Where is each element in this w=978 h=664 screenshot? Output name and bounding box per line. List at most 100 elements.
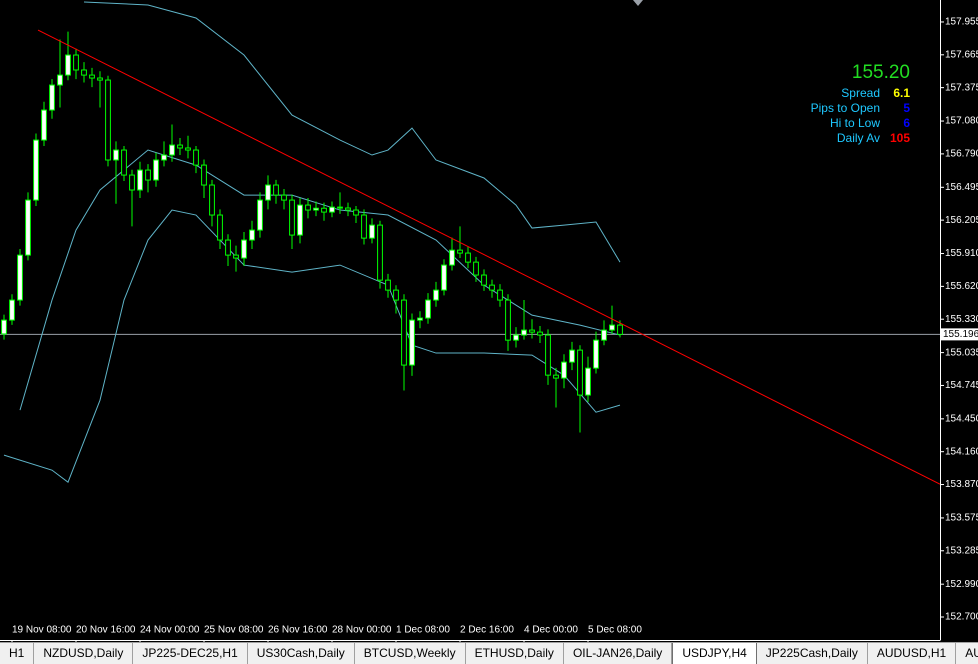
candle-body [113, 149, 119, 161]
y-tick-label: 156.495 [945, 182, 978, 193]
candle-body [385, 279, 391, 291]
candle-body [25, 199, 31, 256]
candle-body [217, 214, 223, 241]
chart-tab[interactable]: JP225-DEC25,H1 [133, 643, 248, 664]
candle-body [249, 229, 255, 241]
candle-body [273, 184, 279, 196]
y-tick-label: 157.955 [945, 17, 978, 28]
y-tick-label: 156.790 [945, 149, 978, 160]
candle-body [617, 324, 623, 335]
candle-body [337, 206, 343, 209]
candle-body [425, 299, 431, 319]
candle-body [497, 289, 503, 301]
info-value: 6.1 [893, 86, 910, 100]
candle-body [1, 319, 7, 335]
chart-tab[interactable]: OIL-JAN26,Daily [564, 643, 673, 664]
plot-area [0, 1, 940, 485]
y-tick-label: 157.665 [945, 49, 978, 60]
candle-body [593, 339, 599, 369]
x-tick-label: 1 Dec 08:00 [396, 625, 450, 636]
candle-body [9, 299, 15, 321]
chart-tab[interactable]: AUDUSD,H1 [868, 643, 957, 664]
candle-body [577, 349, 583, 396]
candle-body [609, 324, 615, 331]
candle-body [361, 214, 367, 239]
candle-body [129, 174, 135, 191]
info-row: Daily Av 105 [780, 131, 910, 146]
candle-body [193, 149, 199, 166]
candle-body [377, 224, 383, 281]
x-tick-label: 26 Nov 16:00 [268, 625, 328, 636]
chart-tab[interactable]: AUDJ [956, 643, 978, 664]
candle-body [409, 319, 415, 366]
candle-body [329, 206, 335, 213]
info-label: Daily Av [836, 131, 880, 145]
y-tick-label: 156.205 [945, 215, 978, 226]
y-tick-label: 155.330 [945, 314, 978, 325]
bollinger-band [3, 209, 621, 483]
y-tick-label: 153.285 [945, 545, 978, 556]
candle-body [49, 84, 55, 111]
candle-body [73, 54, 79, 71]
candle-body [137, 169, 143, 191]
candle-body [545, 334, 551, 376]
candle-body [153, 159, 159, 181]
info-value: 5 [903, 101, 910, 115]
candle-body [449, 249, 455, 266]
chart-tab[interactable]: US30Cash,Daily [248, 643, 355, 664]
trend-line [37, 29, 940, 485]
candle-body [569, 349, 575, 363]
candle-body [121, 149, 127, 176]
candle-body [441, 264, 447, 291]
info-row: Spread 6.1 [780, 86, 910, 101]
x-tick-label: 2 Dec 16:00 [460, 625, 514, 636]
candle-body [241, 239, 247, 259]
candle-body [145, 169, 151, 181]
candle-body [297, 204, 303, 236]
candle-body [81, 69, 87, 76]
x-tick-label: 28 Nov 00:00 [332, 625, 392, 636]
candle-body [225, 239, 231, 256]
y-tick-label: 154.450 [945, 413, 978, 424]
chart-tab[interactable]: ETHUSD,Daily [466, 643, 564, 664]
background [0, 0, 978, 642]
chart-tab[interactable]: JP225Cash,Daily [757, 643, 868, 664]
candle-body [585, 367, 591, 396]
candle-body [457, 249, 463, 254]
x-tick-label: 20 Nov 16:00 [76, 625, 136, 636]
y-tick-label: 152.700 [945, 612, 978, 623]
y-tick-label: 157.375 [945, 82, 978, 93]
chart-tab[interactable]: USDJPY,H4 [672, 643, 757, 664]
candle-body [345, 207, 351, 211]
candle-body [161, 154, 167, 161]
candle-body [369, 224, 375, 239]
candle-body [601, 329, 607, 341]
candle-body [209, 184, 215, 216]
candle-body [401, 299, 407, 366]
candle-body [201, 164, 207, 186]
candle-body [105, 79, 111, 161]
y-tick-label: 152.990 [945, 579, 978, 590]
x-tick-label: 24 Nov 00:00 [140, 625, 200, 636]
chart-tab[interactable]: H1 [0, 643, 35, 664]
y-tick-label: 154.160 [945, 446, 978, 457]
candle-body [33, 139, 39, 201]
candle-body [289, 199, 295, 236]
info-row: Hi to Low 6 [780, 116, 910, 131]
info-label: Hi to Low [829, 116, 880, 130]
chart-tab[interactable]: NZDUSD,Daily [34, 643, 134, 664]
chart-tabs: H1 NZDUSD,Daily JP225-DEC25,H1 US30Cash,Dai… [0, 642, 978, 664]
info-value: 105 [889, 131, 910, 145]
candle-body [521, 329, 527, 336]
chart: 157.955 157.665 157.375 157.080 156.790 156.4… [0, 0, 978, 642]
candle-body [265, 184, 271, 201]
candle-body [481, 274, 487, 286]
candle-body [57, 74, 63, 86]
chart-tab[interactable]: BTCUSD,Weekly [355, 643, 466, 664]
x-tick-label: 4 Dec 00:00 [524, 625, 578, 636]
bid-label: 155.196 [943, 329, 978, 340]
candle-body [561, 361, 567, 379]
candle-body [233, 254, 239, 259]
y-tick-label: 153.870 [945, 479, 978, 490]
